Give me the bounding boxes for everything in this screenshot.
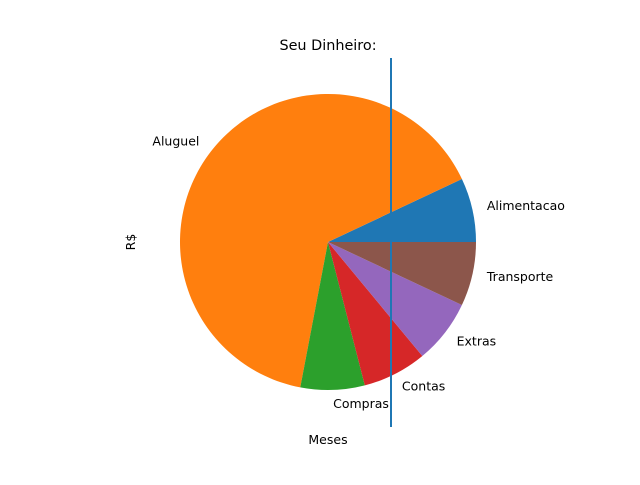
pie-label-transporte: Transporte <box>486 269 554 284</box>
pie-slice-compras <box>300 242 365 390</box>
pie-slice-alimentacao <box>328 178 476 242</box>
pie-label-alimentacao: Alimentacao <box>487 198 565 213</box>
pie-label-extras: Extras <box>457 333 497 348</box>
pie-slice-transporte <box>328 242 476 306</box>
pie-label-compras: Compras <box>333 396 389 411</box>
y-axis-label: R$ <box>123 234 138 251</box>
chart-title: Seu Dinheiro: <box>279 38 376 54</box>
pie-label-aluguel: Aluguel <box>152 134 199 149</box>
pie-labels: Alimentacao Aluguel Compras Contas Extras Tra… <box>152 134 565 412</box>
pie-slice-contas <box>328 242 423 386</box>
pie-label-contas: Contas <box>402 379 445 394</box>
pie-slices <box>179 93 476 390</box>
x-axis-label: Meses <box>308 432 347 447</box>
pie-slice-extras <box>328 242 462 357</box>
